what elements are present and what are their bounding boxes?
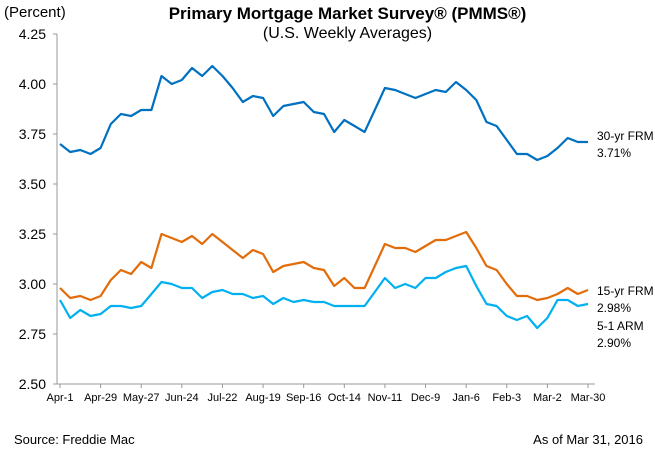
y-tick-label: 3.00	[19, 276, 46, 292]
x-tick-label: Apr-29	[84, 392, 117, 404]
x-tick-label: Apr-1	[47, 392, 74, 404]
x-tick-label: Jan-6	[452, 392, 480, 404]
series-line-30-yr-frm	[59, 64, 588, 162]
y-tick-label: 4.25	[19, 26, 46, 42]
x-tick-label: Nov-11	[368, 392, 403, 404]
x-tick-label: Oct-14	[328, 392, 361, 404]
x-tick-label: Jun-24	[165, 392, 199, 404]
series-line-15-yr-frm	[59, 230, 589, 302]
y-axis-label: (Percent)	[4, 4, 66, 21]
series-label: 5-1 ARM	[597, 319, 644, 333]
x-tick-label: Dec-9	[411, 392, 440, 404]
chart-subtitle: (U.S. Weekly Averages)	[262, 25, 433, 42]
series-end-value: 2.98%	[597, 301, 631, 315]
series-line-5-1-arm	[59, 264, 589, 330]
x-tick-label: Jul-22	[207, 392, 237, 404]
x-tick-label: Aug-19	[245, 392, 280, 404]
y-tick-label: 2.50	[19, 376, 46, 392]
source-note: Source: Freddie Mac	[14, 432, 135, 447]
series-end-value: 2.90%	[597, 336, 631, 350]
y-tick-label: 3.25	[19, 226, 46, 242]
chart-title: Primary Mortgage Market Survey® (PMMS®)	[168, 4, 527, 23]
x-tick-label: Mar-2	[533, 392, 562, 404]
series-end-value: 3.71%	[597, 146, 631, 160]
x-tick-label: Sep-16	[286, 392, 321, 404]
y-tick-label: 3.75	[19, 126, 46, 142]
y-tick-label: 2.75	[19, 326, 46, 342]
x-tick-label: Mar-30	[571, 392, 606, 404]
y-tick-label: 3.50	[19, 176, 46, 192]
x-tick-label: Feb-3	[492, 392, 521, 404]
x-tick-label: May-27	[123, 392, 160, 404]
y-tick-label: 4.00	[19, 76, 46, 92]
series-label: 30-yr FRM	[597, 129, 654, 143]
series-label: 15-yr FRM	[597, 284, 654, 298]
as-of-date: As of Mar 31, 2016	[533, 432, 643, 447]
